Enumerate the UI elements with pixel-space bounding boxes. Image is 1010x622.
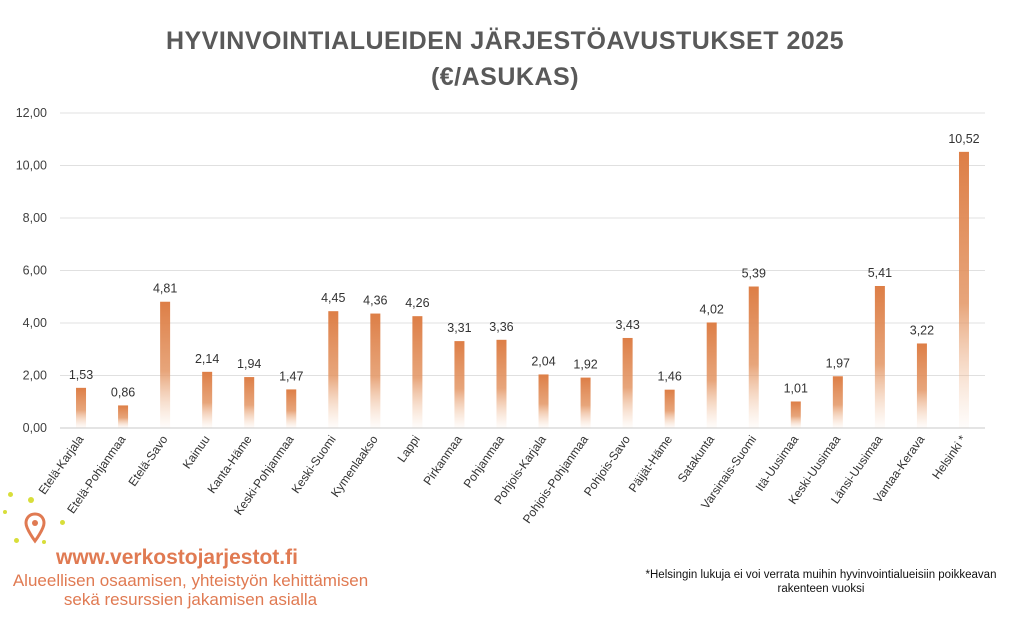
data-label: 3,22 xyxy=(910,323,934,337)
bar xyxy=(202,371,213,428)
bar xyxy=(706,322,717,428)
data-label: 5,39 xyxy=(742,267,766,281)
website-url: www.verkostojarjestot.fi xyxy=(56,546,298,569)
data-label: 3,36 xyxy=(489,320,513,334)
logo-dot xyxy=(42,540,46,544)
bar xyxy=(328,311,339,428)
y-tick-label: 8,00 xyxy=(23,211,47,225)
bar xyxy=(160,301,171,428)
y-tick-label: 4,00 xyxy=(23,316,47,330)
bar xyxy=(118,405,129,428)
chart-title-line1: HYVINVOINTIALUEIDEN JÄRJESTÖAVUSTUKSET 2… xyxy=(165,27,845,55)
x-tick-label: Itä-Uusimaa xyxy=(753,432,802,493)
bar xyxy=(580,377,591,428)
x-tick-label: Satakunta xyxy=(675,432,718,485)
data-label: 4,36 xyxy=(363,294,387,308)
bar xyxy=(454,341,465,428)
logo-dot xyxy=(28,497,34,503)
data-label: 4,26 xyxy=(405,296,429,310)
y-tick-label: 0,00 xyxy=(23,421,47,435)
logo-dot xyxy=(14,538,19,543)
data-label: 1,97 xyxy=(826,356,850,370)
data-label: 2,04 xyxy=(531,354,555,368)
data-label: 5,41 xyxy=(868,266,892,280)
bar xyxy=(916,343,927,428)
bar xyxy=(412,316,423,428)
bar xyxy=(874,285,885,428)
chart-title-line2: (€/ASUKAS) xyxy=(430,63,580,91)
organization-tagline: Alueellisen osaamisen, yhteistyön kehitt… xyxy=(12,571,369,609)
bar xyxy=(748,286,759,428)
x-tick-label: Pohjanmaa xyxy=(461,432,507,490)
location-pin-icon xyxy=(24,512,46,544)
data-label: 1,01 xyxy=(784,381,808,395)
data-label: 1,94 xyxy=(237,357,261,371)
y-tick-label: 6,00 xyxy=(23,264,47,278)
data-label: 0,86 xyxy=(111,385,135,399)
x-tick-label: Kainuu xyxy=(180,433,213,472)
data-label: 3,43 xyxy=(615,318,639,332)
bar xyxy=(244,377,255,428)
logo-dot xyxy=(8,492,13,497)
y-tick-label: 12,00 xyxy=(16,106,47,120)
data-label: 1,92 xyxy=(573,358,597,372)
data-label: 4,45 xyxy=(321,291,345,305)
logo-dot xyxy=(60,520,65,525)
bar xyxy=(76,387,87,428)
data-label: 4,02 xyxy=(700,302,724,316)
x-tick-label: Päijät-Häme xyxy=(626,432,676,494)
bar xyxy=(286,389,297,428)
bar xyxy=(958,151,969,428)
y-tick-label: 10,00 xyxy=(16,159,47,173)
footnote: *Helsingin lukuja ei voi verrata muihin … xyxy=(645,569,997,595)
bar xyxy=(538,374,549,428)
x-tick-label: Lappi xyxy=(395,433,423,465)
bar xyxy=(664,389,675,428)
data-label: 10,52 xyxy=(948,132,979,146)
logo-dot xyxy=(3,510,7,514)
x-tick-label: Pirkanmaa xyxy=(421,432,466,487)
bar xyxy=(370,313,381,428)
data-label: 1,53 xyxy=(69,368,93,382)
bar xyxy=(832,376,843,428)
data-label: 3,31 xyxy=(447,321,471,335)
data-label: 1,47 xyxy=(279,369,303,383)
y-tick-label: 2,00 xyxy=(23,369,47,383)
x-tick-label: Etelä-Savo xyxy=(125,432,170,488)
bar xyxy=(622,337,633,428)
x-tick-label: Helsinki * xyxy=(929,432,969,481)
data-label: 1,46 xyxy=(657,370,681,384)
bar xyxy=(790,401,801,428)
bar xyxy=(496,339,507,428)
data-label: 2,14 xyxy=(195,352,219,366)
data-label: 4,81 xyxy=(153,282,177,296)
